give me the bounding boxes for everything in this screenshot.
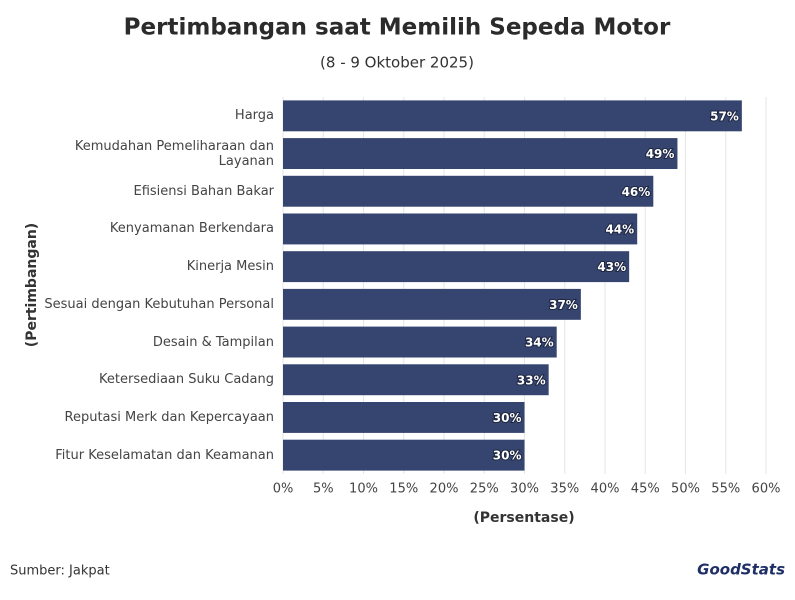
y-tick-label-box: Kemudahan Pemeliharaan dan Layanan — [74, 138, 274, 169]
y-tick-label: Reputasi Merk dan Kepercayaan — [64, 409, 275, 425]
y-tick-label: Fitur Keselamatan dan Keamanan — [55, 447, 274, 463]
y-tick-label: Kemudahan Pemeliharaan dan Layanan — [74, 138, 274, 169]
value-label: 30% — [493, 411, 522, 425]
bar — [283, 364, 549, 396]
value-label: 33% — [517, 373, 546, 387]
x-tick-label: 35% — [550, 482, 579, 497]
bar — [283, 288, 581, 320]
y-tick-label-box: Harga — [234, 108, 274, 124]
y-tick-label-box: Sesuai dengan Kebutuhan Personal — [44, 296, 274, 312]
value-label: 37% — [549, 298, 578, 312]
y-tick-label: Kenyamanan Berkendara — [109, 221, 274, 237]
x-axis-label: (Persentase) — [473, 510, 574, 526]
x-tick-label: 5% — [313, 482, 334, 497]
value-label: 44% — [605, 222, 634, 236]
bar — [283, 138, 678, 170]
x-tick-label: 0% — [273, 482, 294, 497]
bar — [283, 401, 525, 433]
x-tick-label: 55% — [711, 482, 740, 497]
bar — [283, 251, 630, 283]
value-label: 57% — [710, 109, 739, 123]
value-label: 43% — [597, 260, 626, 274]
y-tick-label: Harga — [234, 108, 274, 124]
y-tick-label: Ketersediaan Suku Cadang — [99, 372, 274, 388]
x-tick-label: 50% — [671, 482, 700, 497]
bar — [283, 175, 654, 207]
y-tick-label: Efisiensi Bahan Bakar — [133, 183, 275, 199]
y-tick-label-box: Kinerja Mesin — [186, 259, 274, 275]
x-tick-label: 25% — [470, 482, 499, 497]
x-tick-label: 40% — [591, 482, 620, 497]
y-tick-label-box: Fitur Keselamatan dan Keamanan — [55, 447, 274, 463]
bar — [283, 213, 638, 245]
x-tick-label: 10% — [349, 482, 378, 497]
value-label: 30% — [493, 449, 522, 463]
chart-title: Pertimbangan saat Memilih Sepeda Motor — [124, 15, 671, 41]
value-label: 34% — [525, 336, 554, 350]
value-label: 46% — [622, 185, 651, 199]
x-tick-label: 15% — [389, 482, 418, 497]
x-tick-label: 20% — [430, 482, 459, 497]
y-axis-label: (Pertimbangan) — [24, 223, 40, 347]
y-tick-label-box: Reputasi Merk dan Kepercayaan — [64, 409, 275, 425]
bar — [283, 326, 557, 358]
y-tick-label: Sesuai dengan Kebutuhan Personal — [44, 296, 274, 312]
y-tick-label-box: Kenyamanan Berkendara — [109, 221, 274, 237]
logo: GoodStats — [697, 561, 785, 579]
source: Sumber: Jakpat — [10, 564, 110, 579]
y-tick-label-box: Desain & Tampilan — [152, 334, 274, 350]
y-tick-label-box: Efisiensi Bahan Bakar — [133, 183, 275, 199]
bar — [283, 100, 742, 132]
value-label: 49% — [646, 147, 675, 161]
x-tick-label: 45% — [631, 482, 660, 497]
y-tick-label: Kinerja Mesin — [186, 259, 274, 275]
x-tick-label: 30% — [510, 482, 539, 497]
chart-subtitle: (8 - 9 Oktober 2025) — [320, 54, 474, 72]
bar — [283, 439, 525, 471]
y-tick-label-box: Ketersediaan Suku Cadang — [99, 372, 274, 388]
y-tick-label: Desain & Tampilan — [152, 334, 274, 350]
x-tick-label: 60% — [752, 482, 781, 497]
